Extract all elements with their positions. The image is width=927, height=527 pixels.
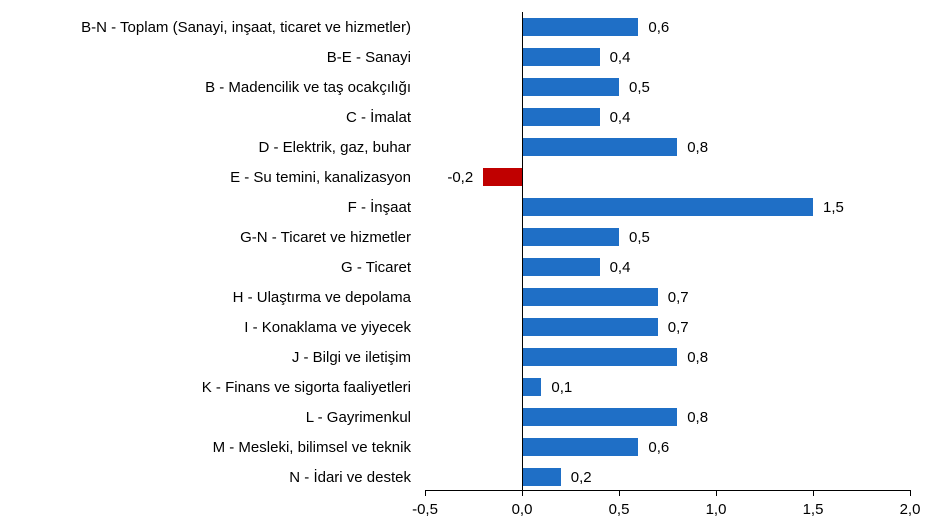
category-label: B - Madencilik ve taş ocakçılığı bbox=[205, 80, 411, 95]
category-label: F - İnşaat bbox=[348, 200, 411, 215]
value-label: 0,6 bbox=[648, 20, 669, 35]
x-tick-label: -0,5 bbox=[412, 502, 438, 517]
x-tick bbox=[522, 490, 523, 496]
category-label: N - İdari ve destek bbox=[289, 470, 411, 485]
bar bbox=[522, 408, 677, 426]
bar-chart: B-N - Toplam (Sanayi, inşaat, ticaret ve… bbox=[0, 0, 927, 527]
bar bbox=[522, 468, 561, 486]
x-tick-label: 1,5 bbox=[803, 502, 824, 517]
value-label: 0,2 bbox=[571, 470, 592, 485]
x-tick-label: 2,0 bbox=[900, 502, 921, 517]
category-label: K - Finans ve sigorta faaliyetleri bbox=[202, 380, 411, 395]
bar bbox=[483, 168, 522, 186]
bar bbox=[522, 18, 638, 36]
x-tick bbox=[813, 490, 814, 496]
value-label: 0,5 bbox=[629, 80, 650, 95]
bar bbox=[522, 228, 619, 246]
category-label: J - Bilgi ve iletişim bbox=[292, 350, 411, 365]
bar bbox=[522, 198, 813, 216]
category-label: H - Ulaştırma ve depolama bbox=[233, 290, 411, 305]
x-tick bbox=[716, 490, 717, 496]
value-label: 0,4 bbox=[610, 260, 631, 275]
bar bbox=[522, 78, 619, 96]
category-label: B-E - Sanayi bbox=[327, 50, 411, 65]
x-tick bbox=[619, 490, 620, 496]
value-label: 0,8 bbox=[687, 410, 708, 425]
category-label: I - Konaklama ve yiyecek bbox=[244, 320, 411, 335]
bar bbox=[522, 288, 658, 306]
category-label: B-N - Toplam (Sanayi, inşaat, ticaret ve… bbox=[81, 20, 411, 35]
category-label: E - Su temini, kanalizasyon bbox=[230, 170, 411, 185]
value-label: 0,1 bbox=[551, 380, 572, 395]
bar bbox=[522, 318, 658, 336]
value-label: 0,7 bbox=[668, 320, 689, 335]
value-label: 0,4 bbox=[610, 110, 631, 125]
x-tick-label: 0,5 bbox=[609, 502, 630, 517]
value-label: -0,2 bbox=[447, 170, 473, 185]
bar bbox=[522, 108, 600, 126]
x-tick bbox=[425, 490, 426, 496]
value-label: 0,8 bbox=[687, 140, 708, 155]
category-label: G - Ticaret bbox=[341, 260, 411, 275]
x-tick-label: 1,0 bbox=[706, 502, 727, 517]
category-label: D - Elektrik, gaz, buhar bbox=[258, 140, 411, 155]
category-label: G-N - Ticaret ve hizmetler bbox=[240, 230, 411, 245]
category-label: L - Gayrimenkul bbox=[306, 410, 411, 425]
value-label: 0,8 bbox=[687, 350, 708, 365]
bar bbox=[522, 348, 677, 366]
value-label: 1,5 bbox=[823, 200, 844, 215]
bar bbox=[522, 258, 600, 276]
value-label: 0,7 bbox=[668, 290, 689, 305]
value-label: 0,4 bbox=[610, 50, 631, 65]
value-label: 0,6 bbox=[648, 440, 669, 455]
zero-axis-line bbox=[522, 12, 523, 490]
x-tick-label: 0,0 bbox=[512, 502, 533, 517]
bar bbox=[522, 138, 677, 156]
x-tick bbox=[910, 490, 911, 496]
category-label: C - İmalat bbox=[346, 110, 411, 125]
x-axis-line bbox=[425, 490, 910, 491]
bar bbox=[522, 48, 600, 66]
category-label: M - Mesleki, bilimsel ve teknik bbox=[213, 440, 411, 455]
bar bbox=[522, 438, 638, 456]
bar bbox=[522, 378, 541, 396]
value-label: 0,5 bbox=[629, 230, 650, 245]
